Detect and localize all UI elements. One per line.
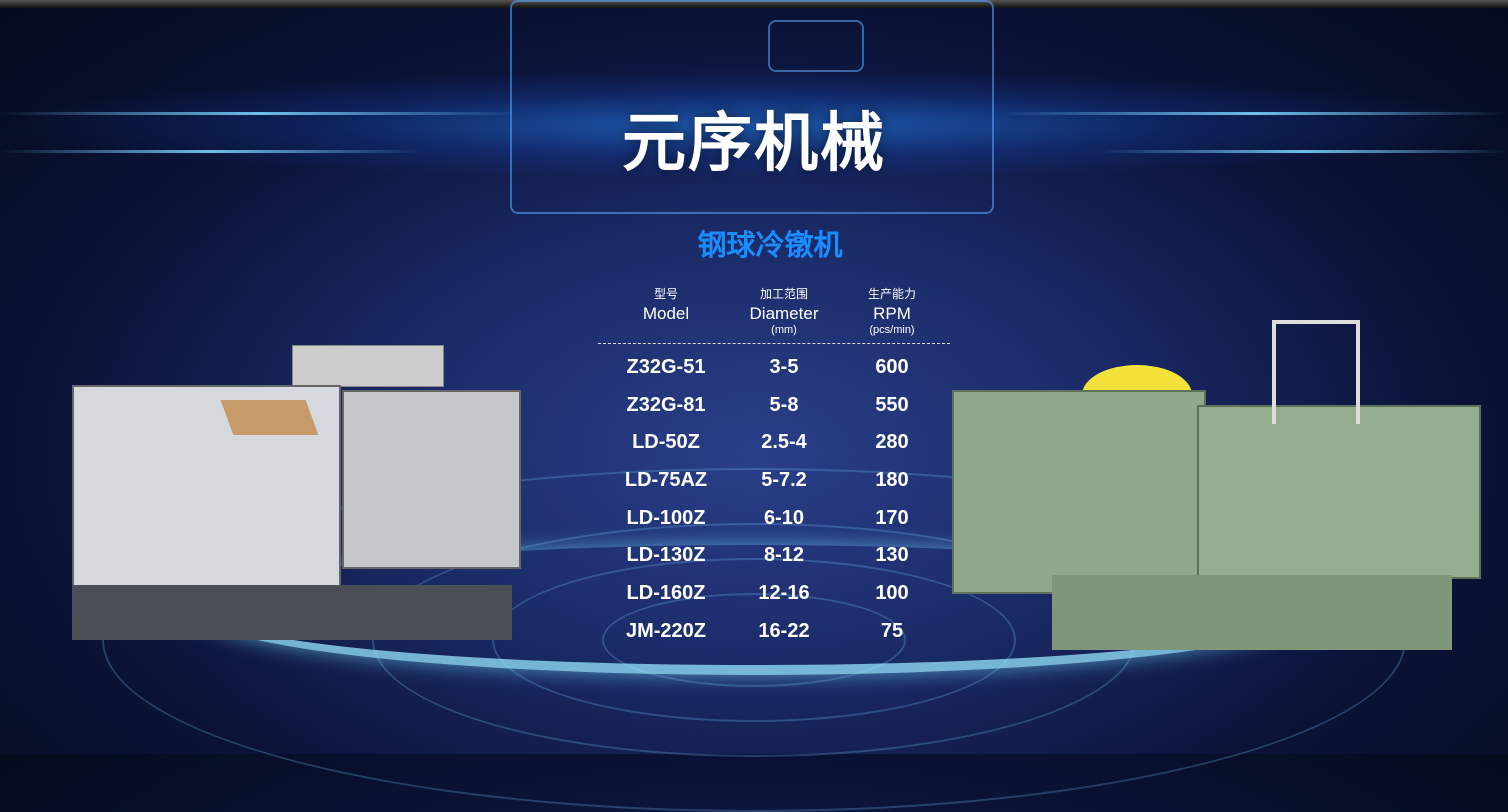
section-title: 钢球冷镦机	[697, 230, 843, 262]
header-en: Model	[642, 304, 690, 323]
light-streak	[0, 150, 420, 153]
light-streak	[0, 112, 520, 115]
top-bar	[0, 0, 1508, 8]
spec-table: 型号 Model 加工范围 Diameter (mm) 生产能力 RPM (pc…	[598, 284, 950, 651]
machine-cabinet	[342, 390, 521, 569]
header-en: Diameter	[749, 304, 819, 323]
cell-model: LD-50Z	[632, 431, 700, 454]
cell-diameter: 12-16	[758, 582, 810, 605]
header-model: 型号 Model	[598, 284, 734, 338]
cell-diameter: 6-10	[763, 506, 805, 529]
cell-model: JM-220Z	[625, 619, 707, 642]
header-rpm: 生产能力 RPM (pcs/min)	[834, 284, 950, 338]
header-zh: 加工范围	[759, 287, 808, 301]
light-streak	[1000, 112, 1508, 115]
header-unit: (mm)	[771, 324, 797, 336]
cell-diameter: 8-12	[763, 544, 805, 567]
header-zh: 型号	[653, 287, 678, 301]
cell-diameter: 3-5	[769, 356, 799, 378]
header-en: RPM	[873, 304, 911, 323]
light-streak	[1100, 150, 1508, 153]
header-unit	[598, 324, 734, 338]
cell-model: Z32G-51	[626, 356, 706, 378]
header-unit: (pcs/min)	[869, 324, 915, 336]
cell-rpm: 75	[880, 619, 904, 642]
cell-rpm: 100	[875, 582, 909, 605]
table-row: JM-220Z 16-22 75	[598, 613, 950, 651]
cell-rpm: 180	[875, 469, 909, 492]
cell-model: LD-130Z	[626, 544, 706, 567]
header-zh: 生产能力	[867, 287, 916, 301]
cell-rpm: 170	[875, 506, 909, 529]
title-glow	[0, 70, 1508, 180]
machine-base	[1052, 575, 1452, 650]
cell-diameter: 5-7.2	[761, 469, 807, 492]
machine-body	[952, 390, 1206, 594]
table-row: Z32G-81 5-8 550	[598, 387, 950, 425]
background-machine-window	[768, 20, 864, 72]
table-row: LD-130Z 8-12 130	[598, 537, 950, 575]
cell-rpm: 550	[875, 393, 909, 416]
table-row: Z32G-51 3-5 600	[598, 349, 950, 387]
table-row: LD-75AZ 5-7.2 180	[598, 462, 950, 500]
header-divider	[598, 343, 950, 344]
cell-model: LD-160Z	[626, 582, 706, 605]
cell-rpm: 280	[875, 431, 909, 454]
control-panel	[292, 345, 444, 387]
cell-diameter: 5-8	[769, 393, 799, 416]
cell-model: LD-75AZ	[624, 469, 708, 492]
pipe-frame	[1272, 320, 1360, 424]
machine-window	[220, 400, 319, 435]
background-machine-outline	[510, 0, 994, 214]
table-row: LD-50Z 2.5-4 280	[598, 424, 950, 462]
table-header: 型号 Model 加工范围 Diameter (mm) 生产能力 RPM (pc…	[598, 284, 950, 338]
cell-rpm: 130	[875, 544, 909, 567]
cell-model: LD-100Z	[626, 506, 706, 529]
table-row: LD-160Z 12-16 100	[598, 575, 950, 613]
machine-cabinet	[1197, 405, 1481, 579]
cell-diameter: 2.5-4	[761, 431, 807, 454]
cell-diameter: 16-22	[758, 619, 810, 642]
cell-rpm: 600	[875, 356, 909, 378]
brand-title: 元序机械	[622, 107, 886, 179]
table-body: Z32G-51 3-5 600 Z32G-81 5-8 550 LD-50Z 2.5-4 280…	[598, 349, 950, 651]
machine-base	[72, 585, 512, 640]
table-row: LD-100Z 6-10 170	[598, 500, 950, 538]
header-diameter: 加工范围 Diameter (mm)	[734, 284, 834, 338]
cell-model: Z32G-81	[626, 393, 706, 416]
